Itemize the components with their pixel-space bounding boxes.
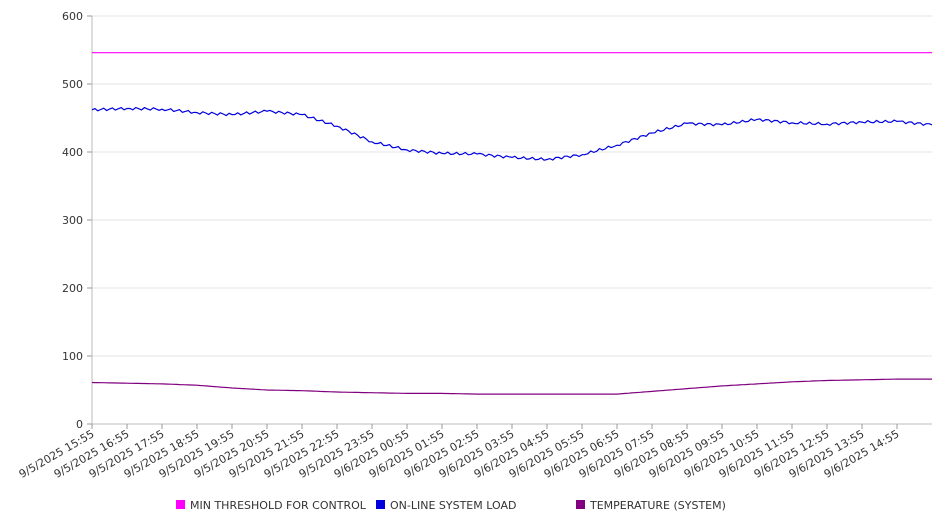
series-line-3	[91, 378, 932, 395]
legend-label-2: ON-LINE SYSTEM LOAD	[390, 499, 516, 512]
y-ticks: 0 100 200 300 400 500 600	[62, 10, 92, 431]
y-tick-label: 0	[76, 418, 83, 431]
y-tick-label: 300	[62, 214, 83, 227]
legend-swatch-3	[576, 500, 585, 509]
y-tick-label: 600	[62, 10, 83, 23]
series-line-2	[91, 106, 933, 161]
y-tick-label: 200	[62, 282, 83, 295]
series	[91, 52, 933, 395]
x-ticks: 9/5/2025 15:559/5/2025 16:559/5/2025 17:…	[17, 424, 902, 481]
legend-swatch-1	[176, 500, 185, 509]
legend-label-1: MIN THRESHOLD FOR CONTROL	[190, 499, 367, 512]
grid	[92, 15, 932, 357]
y-tick-label: 400	[62, 146, 83, 159]
legend: MIN THRESHOLD FOR CONTROL ON-LINE SYSTEM …	[176, 499, 726, 512]
legend-label-3: TEMPERATURE (SYSTEM)	[589, 499, 726, 512]
y-tick-label: 500	[62, 78, 83, 91]
y-tick-label: 100	[62, 350, 83, 363]
legend-swatch-2	[376, 500, 385, 509]
